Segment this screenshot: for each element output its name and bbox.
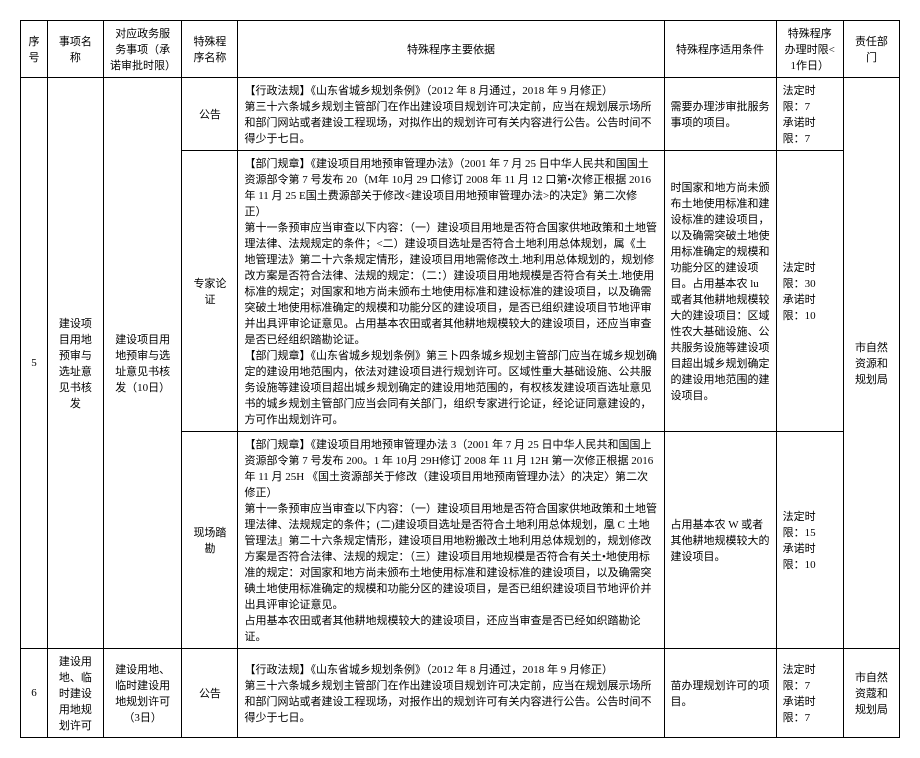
cell-time: 法定时限：15承诺时限：10 xyxy=(776,432,843,649)
cell-proc-name: 现场踏勘 xyxy=(182,432,238,649)
cell-time: 法定时限：7承诺时限：7 xyxy=(776,649,843,738)
header-dept: 责任部门 xyxy=(843,21,899,78)
cell-cond: 需要办理涉审批服务事项的项目。 xyxy=(664,78,776,151)
table-row: 6 建设用地、临时建设用地规划许可 建设用地、临时建设用地规划许可（3日） 公告… xyxy=(21,649,900,738)
header-service: 对应政务服务事项（承诺审批时限） xyxy=(103,21,181,78)
header-item-name: 事项名称 xyxy=(47,21,103,78)
cell-time: 法定时限：30承诺时限：10 xyxy=(776,151,843,432)
cell-basis: 【部门规章】《建设项目用地预审管理办法》（2001 年 7 月 25 日中华人民… xyxy=(238,151,664,432)
header-cond: 特殊程序适用条件 xyxy=(664,21,776,78)
cell-proc-name: 公告 xyxy=(182,78,238,151)
cell-cond: 时国家和地方尚未颁布土地使用标准和建设标准的建设项目，以及确需突破土地使用标准确… xyxy=(664,151,776,432)
cell-service: 建设用地、临时建设用地规划许可（3日） xyxy=(103,649,181,738)
cell-time: 法定时限：7承诺时限：7 xyxy=(776,78,843,151)
cell-seq: 5 xyxy=(21,78,48,649)
cell-dept: 市自然资蔻和规划局 xyxy=(843,649,899,738)
cell-seq: 6 xyxy=(21,649,48,738)
cell-dept: 市自然资源和规划局 xyxy=(843,78,899,649)
cell-basis: 【行政法规】《山东省城乡规划条例》（2012 年 8 月通过，2018 年 9 … xyxy=(238,649,664,738)
cell-cond: 占用基本农 W 或者其他耕地规模较大的建设项目。 xyxy=(664,432,776,649)
header-row: 序号 事项名称 对应政务服务事项（承诺审批时限） 特殊程序名称 特殊程序主要依据… xyxy=(21,21,900,78)
cell-cond: 苗办理规划许可的项目。 xyxy=(664,649,776,738)
cell-proc-name: 专家论证 xyxy=(182,151,238,432)
header-time: 特殊程序办理时限<1作日） xyxy=(776,21,843,78)
cell-item-name: 建设用地、临时建设用地规划许可 xyxy=(47,649,103,738)
cell-item-name: 建设项目用地预审与选址意见书核发 xyxy=(47,78,103,649)
header-proc-name: 特殊程序名称 xyxy=(182,21,238,78)
header-seq: 序号 xyxy=(21,21,48,78)
cell-basis: 【行政法规】《山东省城乡规划条例》（2012 年 8 月通过，2018 年 9 … xyxy=(238,78,664,151)
cell-service: 建设项目用地预审与选址意见书核发（10日） xyxy=(103,78,181,649)
cell-basis: 【部门规章】《建设项目用地预审管理办法 3（2001 年 7 月 25 日中华人… xyxy=(238,432,664,649)
header-basis: 特殊程序主要依据 xyxy=(238,21,664,78)
table-row: 5 建设项目用地预审与选址意见书核发 建设项目用地预审与选址意见书核发（10日）… xyxy=(21,78,900,151)
cell-proc-name: 公告 xyxy=(182,649,238,738)
procedures-table: 序号 事项名称 对应政务服务事项（承诺审批时限） 特殊程序名称 特殊程序主要依据… xyxy=(20,20,900,738)
